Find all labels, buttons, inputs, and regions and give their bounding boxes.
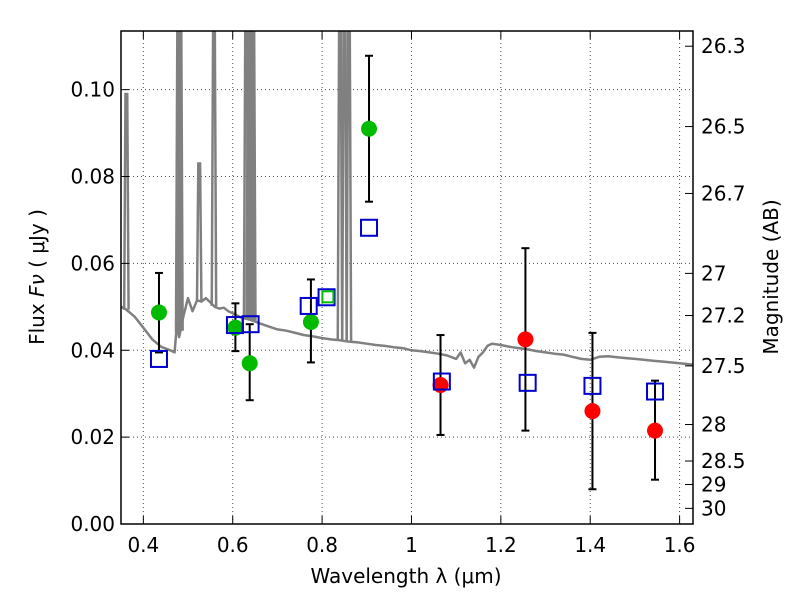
mag-tick-label: 27.5 [701,354,746,378]
y-tick-label: 0.06 [70,251,115,275]
model-point-square [321,290,335,304]
emission-line-spike [340,31,348,341]
emission-line-spike [122,92,130,310]
data-point-circle [361,120,378,137]
emission-line-spike [336,31,344,341]
mag-tick-label: 27 [701,261,726,285]
x-tick-label: 1.6 [664,533,696,557]
model-point-square [299,296,318,315]
mag-tick-label: 27.2 [701,304,746,328]
emission-line-spike [210,31,218,306]
y-tick-label: 0.00 [70,512,115,536]
y2-axis-label: Magnitude (AB) [759,199,783,354]
y-tick-label: 0.02 [70,425,115,449]
x-tick-label: 0.8 [306,533,338,557]
mag-tick-label: 26.5 [701,115,746,139]
mag-tick-label: 29 [701,472,726,496]
x-tick-label: 1 [405,533,418,557]
mag-tick-label: 28.5 [701,449,746,473]
model-point-square [241,315,260,334]
mag-tick-label: 28 [701,413,726,437]
model-point-square [518,373,537,392]
model-point-square [149,349,168,368]
data-point-circle [432,377,449,394]
model-point-square [317,288,336,307]
y-tick-label: 0.10 [70,78,115,102]
emission-line-spike [195,162,203,301]
emission-line-spike [345,31,353,342]
spectrum [121,31,693,369]
mag-tick-label: 30 [701,496,726,520]
x-tick-label: 1.4 [574,533,606,557]
y-tick-label: 0.04 [70,338,115,362]
grid [121,31,693,525]
data-point-circle [241,355,258,372]
model-point-square [360,218,379,237]
data-point-circle [517,331,534,348]
x-axis-label: Wavelength λ (μm) [310,564,501,588]
emission-line-spike [176,31,184,331]
mag-tick-label: 26.7 [701,181,746,205]
model-point-square [432,372,451,391]
data-point-circle [227,319,244,336]
y-tick-label: 0.08 [70,165,115,189]
axes [120,30,694,525]
x-tick-label: 0.6 [217,533,249,557]
x-tick-label: 0.4 [127,533,159,557]
data-point-circle [150,304,167,321]
emission-line-spike [249,31,257,321]
data-point-circle [584,403,601,420]
y-axis-label: Flux Fν ( μJy ) [25,209,49,345]
data-point-circle [302,314,319,331]
x-tick-label: 1.2 [485,533,517,557]
spectrum-line [121,296,693,369]
ticks: 0.4 0.6 0.8 1 1.2 1.4 1.6 0.00 0.02 0.04 0.06 0.08 0… [70,31,746,557]
plot-frame [120,30,694,525]
data-point-circle [647,422,664,439]
model-point-square [646,382,665,401]
mag-tick-label: 26.3 [701,34,746,58]
data-points [149,54,665,491]
model-point-square [583,376,602,395]
